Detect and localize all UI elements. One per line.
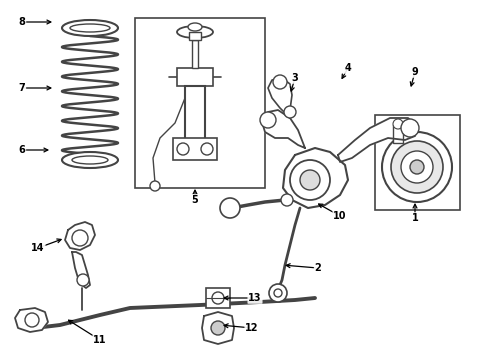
Bar [206, 288, 230, 308]
Text: 4: 4 [344, 63, 351, 73]
Circle shape [401, 119, 419, 137]
Circle shape [274, 289, 282, 297]
Ellipse shape [72, 156, 108, 164]
Text: 3: 3 [292, 73, 298, 83]
Circle shape [300, 170, 320, 190]
Circle shape [401, 151, 433, 183]
Polygon shape [65, 222, 95, 250]
Ellipse shape [70, 24, 110, 32]
Text: 9: 9 [412, 67, 418, 77]
Text: 13: 13 [248, 293, 262, 303]
Text: 5: 5 [192, 195, 198, 205]
Text: 14: 14 [31, 243, 45, 253]
Bar [177, 68, 213, 86]
Polygon shape [72, 252, 90, 288]
Circle shape [284, 106, 296, 118]
Polygon shape [202, 312, 234, 344]
Circle shape [269, 284, 287, 302]
Circle shape [212, 292, 224, 304]
Ellipse shape [188, 23, 202, 31]
Circle shape [72, 230, 88, 246]
Text: 11: 11 [93, 335, 107, 345]
Bar [189, 32, 201, 40]
Circle shape [281, 194, 293, 206]
Circle shape [260, 112, 276, 128]
Text: 7: 7 [19, 83, 25, 93]
Bar [135, 18, 265, 188]
Text: 12: 12 [245, 323, 259, 333]
Polygon shape [268, 78, 292, 118]
Circle shape [393, 119, 403, 129]
Circle shape [25, 313, 39, 327]
Circle shape [290, 160, 330, 200]
Polygon shape [15, 308, 48, 332]
Bar [185, 86, 205, 158]
Circle shape [410, 160, 424, 174]
Circle shape [77, 274, 89, 286]
Circle shape [220, 198, 240, 218]
Polygon shape [338, 118, 418, 162]
Text: 2: 2 [315, 263, 321, 273]
Text: 6: 6 [19, 145, 25, 155]
Polygon shape [283, 148, 348, 208]
Circle shape [177, 143, 189, 155]
Bar [173, 138, 217, 160]
Text: 10: 10 [333, 211, 347, 221]
Circle shape [211, 321, 225, 335]
Text: 1: 1 [412, 213, 418, 223]
Ellipse shape [62, 20, 118, 36]
Bar [393, 125, 403, 143]
Circle shape [150, 181, 160, 191]
Bar [192, 40, 198, 68]
Ellipse shape [62, 152, 118, 168]
Polygon shape [262, 110, 305, 148]
Bar [375, 115, 460, 210]
Circle shape [382, 132, 452, 202]
Circle shape [273, 75, 287, 89]
Text: 8: 8 [19, 17, 25, 27]
Circle shape [201, 143, 213, 155]
Circle shape [391, 141, 443, 193]
Ellipse shape [177, 26, 213, 38]
